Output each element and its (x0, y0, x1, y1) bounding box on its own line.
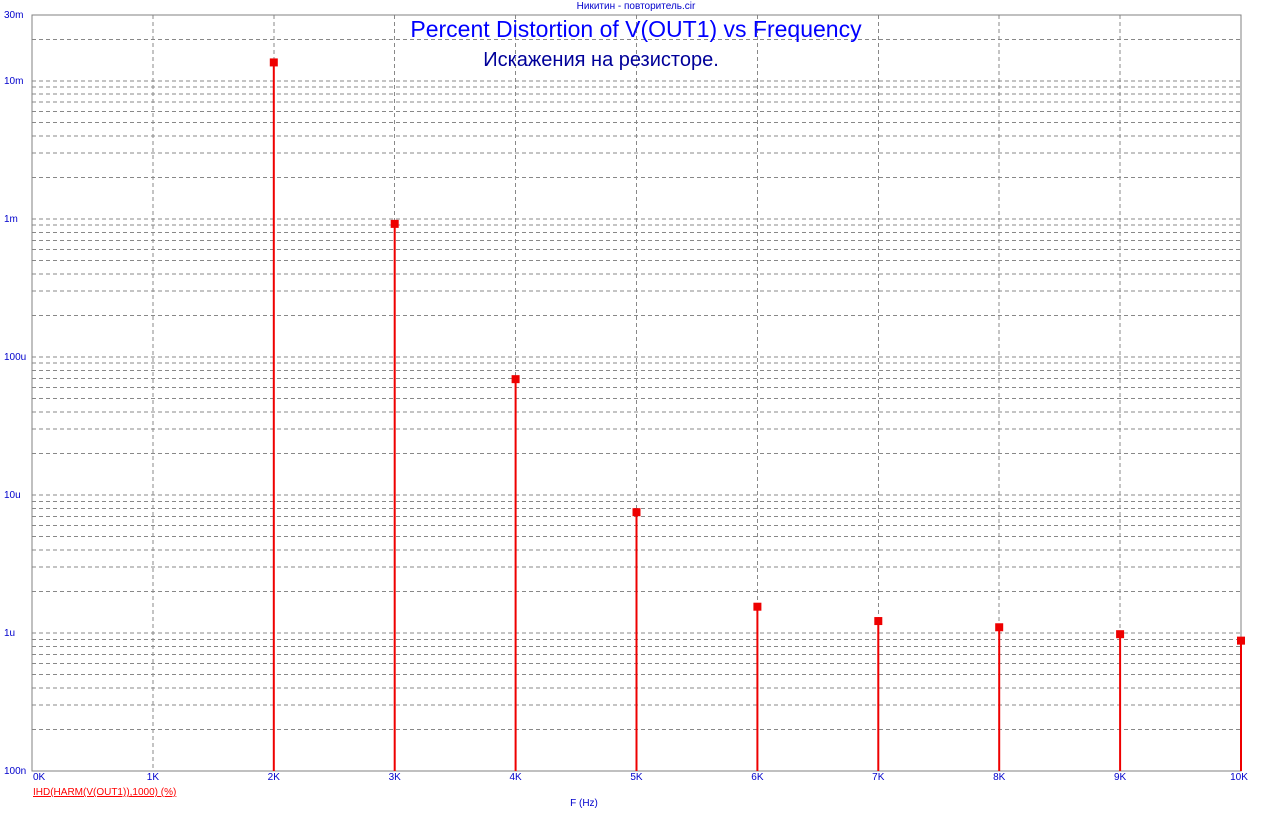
chart-subtitle: Искажения на резисторе. (483, 49, 719, 71)
x-tick-label: 4K (509, 772, 522, 783)
x-tick-label: 8K (993, 772, 1006, 783)
distortion-point (874, 617, 883, 626)
x-tick-label: 3K (389, 772, 402, 783)
x-tick-label: 7K (872, 772, 885, 783)
x-axis-ticks: 0K 1K 2K 3K 4K 5K 6K 7K 8K 9K 10K (33, 772, 1248, 783)
distortion-point (511, 375, 520, 384)
x-tick-label: 1K (147, 772, 160, 783)
y-tick-label: 1m (4, 214, 18, 225)
distortion-point (269, 58, 278, 67)
x-tick-label: 2K (268, 772, 281, 783)
chart-title: Percent Distortion of V(OUT1) vs Frequen… (410, 16, 862, 42)
x-tick-label: 5K (630, 772, 643, 783)
distortion-point (390, 219, 399, 228)
y-axis-ticks: 30m 10m 1m 100u 10u 1u 100n (4, 10, 26, 777)
y-tick-label: 10m (4, 76, 23, 87)
series-stems (269, 58, 1245, 771)
distortion-point (753, 602, 762, 611)
y-tick-label: 10u (4, 490, 21, 501)
distortion-point (632, 508, 641, 517)
y-tick-label: 100u (4, 352, 26, 363)
x-tick-label: 9K (1114, 772, 1127, 783)
distortion-point (995, 623, 1004, 632)
distortion-point (1237, 636, 1245, 645)
series-label[interactable]: IHD(HARM(V(OUT1)),1000) (%) (33, 787, 176, 798)
y-tick-label: 30m (4, 10, 23, 21)
y-tick-label: 100n (4, 766, 26, 777)
y-tick-label: 1u (4, 628, 15, 639)
x-tick-label: 10K (1230, 772, 1248, 783)
x-axis-label: F (Hz) (570, 798, 598, 809)
x-tick-label: 6K (751, 772, 764, 783)
x-tick-label: 0K (33, 772, 46, 783)
file-title: Никитин - повторитель.cir (577, 1, 696, 12)
distortion-point (1116, 630, 1125, 639)
